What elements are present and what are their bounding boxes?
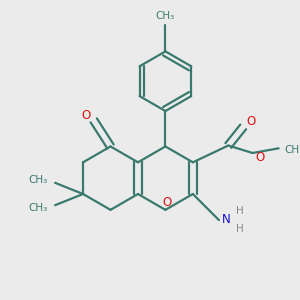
Text: O: O <box>82 109 91 122</box>
Text: O: O <box>246 115 255 128</box>
Text: CH₃: CH₃ <box>29 203 48 213</box>
Text: H: H <box>236 206 243 216</box>
Text: CH₃: CH₃ <box>284 145 300 155</box>
Text: CH₃: CH₃ <box>156 11 175 21</box>
Text: N: N <box>222 213 231 226</box>
Text: H: H <box>236 224 243 234</box>
Text: O: O <box>163 196 172 209</box>
Text: CH₃: CH₃ <box>29 175 48 185</box>
Text: O: O <box>255 151 265 164</box>
